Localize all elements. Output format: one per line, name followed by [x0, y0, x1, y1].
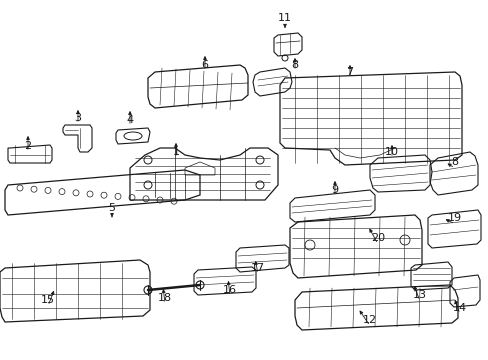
Text: 14: 14: [452, 303, 466, 313]
Text: 18: 18: [158, 293, 172, 303]
Text: 16: 16: [223, 285, 237, 295]
Text: 17: 17: [250, 263, 264, 273]
Text: 1: 1: [172, 147, 179, 157]
Text: 2: 2: [24, 141, 32, 151]
Text: 4: 4: [126, 115, 133, 125]
Text: 8: 8: [450, 157, 458, 167]
Text: 7: 7: [346, 67, 353, 77]
Text: 3: 3: [74, 113, 81, 123]
Text: 8: 8: [291, 60, 298, 70]
Text: 20: 20: [370, 233, 384, 243]
Text: 12: 12: [362, 315, 376, 325]
Text: 6: 6: [201, 60, 208, 70]
Text: 13: 13: [412, 290, 426, 300]
Text: 9: 9: [331, 185, 338, 195]
Text: 5: 5: [108, 203, 115, 213]
Text: 15: 15: [41, 295, 55, 305]
Text: 10: 10: [384, 147, 398, 157]
Text: 11: 11: [278, 13, 291, 23]
Text: 19: 19: [447, 213, 461, 223]
